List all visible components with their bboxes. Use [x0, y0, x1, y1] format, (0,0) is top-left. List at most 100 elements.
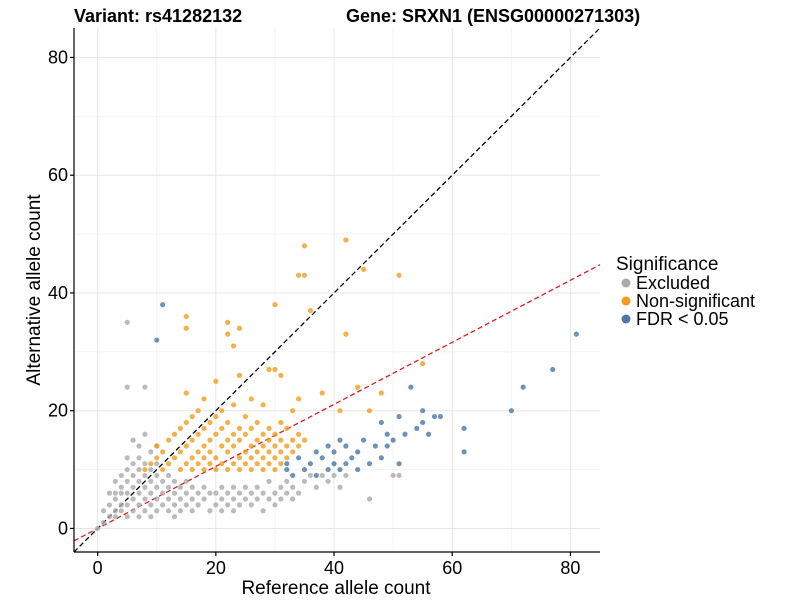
- point-excluded: [154, 508, 160, 514]
- point-fdr-0-05: [384, 431, 390, 437]
- point-fdr-0-05: [349, 455, 355, 461]
- point-fdr-0-05: [284, 461, 290, 467]
- point-fdr-0-05: [396, 413, 402, 420]
- point-excluded: [106, 514, 113, 520]
- point-excluded: [160, 478, 166, 484]
- point-non-significant: [254, 461, 260, 467]
- point-excluded: [165, 472, 172, 479]
- point-fdr-0-05: [426, 431, 432, 437]
- point-excluded: [189, 484, 195, 490]
- point-excluded: [195, 502, 201, 508]
- y-tick-label: 80: [48, 47, 68, 67]
- point-excluded: [396, 472, 402, 479]
- point-fdr-0-05: [319, 455, 325, 461]
- point-excluded: [142, 431, 148, 437]
- point-non-significant: [420, 360, 426, 367]
- point-non-significant: [290, 437, 296, 443]
- point-excluded: [266, 496, 272, 502]
- point-non-significant: [201, 425, 207, 431]
- legend-label-fdr-0-05: FDR < 0.05: [636, 309, 729, 329]
- point-excluded: [136, 502, 142, 508]
- point-non-significant: [195, 431, 201, 437]
- point-excluded: [154, 472, 160, 479]
- point-non-significant: [295, 431, 302, 437]
- point-excluded: [165, 496, 172, 502]
- point-non-significant: [319, 390, 325, 396]
- point-excluded: [248, 502, 254, 508]
- point-non-significant: [295, 443, 302, 449]
- point-excluded: [242, 496, 248, 502]
- point-fdr-0-05: [431, 413, 438, 420]
- point-fdr-0-05: [390, 437, 396, 443]
- point-non-significant: [278, 437, 284, 443]
- point-non-significant: [242, 461, 248, 467]
- x-tick-label: 80: [560, 558, 580, 578]
- point-non-significant: [230, 461, 237, 467]
- point-non-significant: [171, 455, 178, 461]
- point-non-significant: [177, 466, 183, 473]
- point-non-significant: [189, 437, 195, 443]
- point-excluded: [142, 484, 148, 490]
- point-fdr-0-05: [295, 455, 302, 461]
- point-non-significant: [284, 455, 290, 461]
- point-non-significant: [201, 443, 207, 449]
- point-non-significant: [195, 461, 201, 467]
- point-excluded: [160, 490, 166, 496]
- point-fdr-0-05: [160, 302, 166, 308]
- point-fdr-0-05: [384, 443, 390, 449]
- point-excluded: [118, 484, 124, 490]
- point-fdr-0-05: [366, 461, 373, 467]
- point-non-significant: [260, 466, 266, 473]
- point-non-significant: [207, 461, 213, 467]
- point-fdr-0-05: [331, 449, 337, 455]
- point-fdr-0-05: [378, 455, 384, 461]
- point-fdr-0-05: [378, 419, 384, 426]
- point-non-significant: [272, 443, 278, 449]
- point-excluded: [154, 484, 160, 490]
- point-excluded: [171, 490, 178, 496]
- point-non-significant: [160, 449, 166, 455]
- point-non-significant: [230, 402, 237, 408]
- point-non-significant: [177, 425, 183, 431]
- point-excluded: [207, 490, 213, 496]
- point-non-significant: [165, 437, 172, 443]
- point-fdr-0-05: [154, 337, 160, 343]
- point-excluded: [177, 496, 183, 502]
- point-non-significant: [183, 443, 189, 449]
- point-excluded: [195, 490, 201, 496]
- point-non-significant: [266, 425, 272, 431]
- point-non-significant: [219, 425, 225, 431]
- point-excluded: [148, 502, 154, 508]
- point-non-significant: [236, 325, 243, 331]
- point-excluded: [142, 461, 148, 467]
- point-non-significant: [219, 408, 225, 414]
- point-non-significant: [195, 408, 201, 414]
- grid: [74, 28, 600, 552]
- point-excluded: [230, 508, 237, 514]
- point-fdr-0-05: [331, 461, 337, 467]
- point-excluded: [124, 514, 130, 520]
- point-non-significant: [183, 461, 189, 467]
- point-non-significant: [284, 443, 290, 449]
- point-excluded: [295, 490, 302, 496]
- point-excluded: [171, 478, 178, 484]
- point-non-significant: [343, 331, 349, 337]
- y-tick-label: 40: [48, 283, 68, 303]
- point-excluded: [325, 478, 331, 484]
- point-non-significant: [213, 378, 219, 384]
- point-non-significant: [272, 455, 278, 461]
- point-fdr-0-05: [355, 449, 361, 455]
- point-non-significant: [301, 243, 308, 249]
- point-excluded: [236, 502, 243, 508]
- point-non-significant: [183, 419, 189, 426]
- point-non-significant: [154, 455, 160, 461]
- point-excluded: [248, 490, 254, 496]
- point-excluded: [106, 490, 113, 496]
- point-non-significant: [284, 425, 290, 431]
- point-excluded: [148, 449, 154, 455]
- point-excluded: [148, 466, 154, 473]
- fitted-line: [73, 264, 601, 542]
- point-excluded: [272, 502, 278, 508]
- point-non-significant: [230, 343, 237, 349]
- point-excluded: [142, 384, 148, 390]
